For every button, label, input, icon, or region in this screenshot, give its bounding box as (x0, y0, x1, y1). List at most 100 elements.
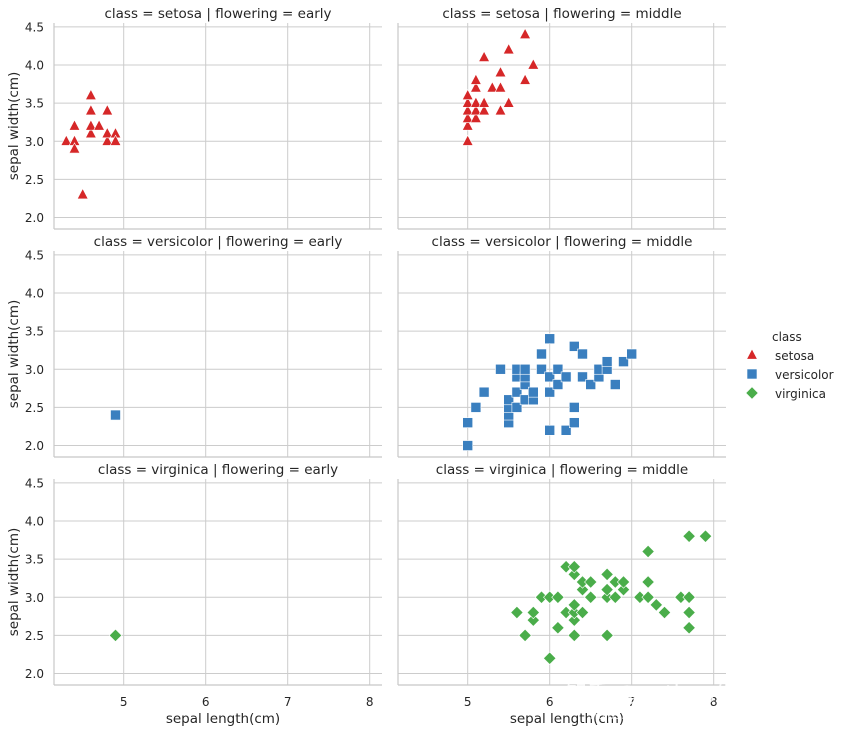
x-tick-label: 8 (366, 695, 374, 709)
virginica-point (641, 544, 655, 559)
virginica-point (682, 605, 696, 620)
y-axis-label: sepal width(cm) (6, 300, 22, 409)
legend-title: class (772, 330, 802, 344)
setosa-point (470, 96, 482, 108)
versicolor-point (495, 363, 506, 375)
x-axis-label: sepal length(cm) (510, 711, 624, 727)
versicolor-point (536, 363, 547, 375)
legend-marker-setosa (746, 348, 758, 360)
versicolor-point (618, 356, 629, 367)
panel-5: class = virginica | flowering = early 2.0… (25, 462, 382, 709)
setosa-point (478, 104, 490, 116)
versicolor-point (544, 424, 556, 436)
versicolor-point (585, 379, 597, 390)
setosa-point (101, 104, 114, 116)
setosa-point (85, 88, 97, 100)
x-tick-label: 7 (284, 695, 292, 709)
versicolor-point (462, 440, 474, 451)
setosa-point (85, 104, 97, 116)
panel-title: class = setosa | flowering = early (104, 6, 331, 22)
versicolor-point (552, 363, 564, 375)
virginica-point (657, 605, 672, 620)
setosa-point (494, 65, 507, 78)
virginica-point (682, 590, 696, 604)
y-tick-label: 2.5 (25, 401, 44, 415)
virginica-point (641, 575, 655, 589)
virginica-point (649, 598, 663, 612)
versicolor-point (478, 386, 490, 398)
x-tick-label: 6 (202, 695, 210, 709)
panel-title: class = virginica | flowering = early (98, 462, 338, 478)
setosa-point (470, 81, 482, 93)
versicolor-point (511, 402, 523, 413)
setosa-point (486, 81, 499, 93)
versicolor-point (601, 356, 613, 367)
setosa-point (85, 119, 97, 131)
setosa-point (494, 104, 507, 116)
versicolor-point (609, 379, 621, 390)
panel-4: class = versicolor | flowering = middle (397, 234, 726, 458)
y-tick-label: 2.0 (25, 439, 44, 453)
y-tick-label: 4.5 (25, 20, 44, 34)
y-tick-label: 3.5 (25, 325, 44, 339)
virginica-point (551, 590, 565, 604)
virginica-point (584, 575, 598, 589)
virginica-point (567, 598, 581, 612)
panel-title: class = versicolor | flowering = middle (432, 234, 693, 250)
setosa-point (461, 111, 474, 123)
panel-3: class = versicolor | flowering = early 2.… (25, 234, 382, 458)
setosa-point (461, 104, 474, 116)
panel-2: class = setosa | flowering = middle (397, 6, 726, 230)
virginica-point (600, 628, 614, 643)
y-tick-label: 2.5 (25, 173, 44, 187)
x-tick-label: 7 (628, 695, 636, 709)
virginica-point (698, 529, 713, 543)
versicolor-point (560, 371, 572, 383)
watermark: 知乎 @python生物人 https://blog.csdn.net/qq_2… (565, 682, 801, 722)
y-tick-label: 3.5 (25, 97, 44, 111)
y-tick-label: 4.5 (25, 476, 44, 490)
setosa-point (519, 27, 531, 39)
setosa-point (461, 96, 474, 108)
watermark-text: 知乎 @python生物人 (565, 682, 781, 707)
versicolor-point (577, 348, 588, 360)
versicolor-point (462, 417, 474, 428)
panel-title: class = versicolor | flowering = early (94, 234, 343, 250)
setosa-point (478, 50, 490, 62)
versicolor-point (568, 417, 580, 428)
setosa-point (85, 126, 97, 139)
setosa-point (60, 134, 73, 146)
y-tick-label: 4.0 (25, 286, 44, 300)
setosa-point (470, 73, 482, 85)
y-tick-label: 3.0 (25, 363, 44, 377)
virginica-point (641, 590, 655, 604)
setosa-point (519, 73, 531, 85)
virginica-point (518, 628, 532, 643)
legend-marker-virginica (745, 386, 759, 400)
panel-title: class = virginica | flowering = middle (436, 462, 688, 478)
setosa-point (101, 126, 114, 139)
y-tick-label: 3.5 (25, 553, 44, 567)
versicolor-point (577, 371, 588, 383)
y-tick-label: 4.5 (25, 248, 44, 262)
setosa-point (109, 134, 122, 146)
x-tick-label: 6 (546, 695, 554, 709)
y-tick-label: 4.0 (25, 514, 44, 528)
panel-6: class = virginica | flowering = middle 5 6… (397, 462, 726, 709)
setosa-point (502, 96, 515, 108)
y-tick-label: 2.0 (25, 211, 44, 225)
panels-layer: class = setosa | flowering = early 2.0 2.5… (25, 6, 726, 709)
y-axis-label: sepal width(cm) (6, 72, 22, 181)
y-tick-label: 4.0 (25, 58, 44, 72)
legend: class setosa versicolor virginica (745, 330, 834, 401)
versicolor-point (626, 348, 638, 360)
virginica-point (543, 651, 557, 665)
y-tick-label: 3.0 (25, 591, 44, 605)
panel-1: class = setosa | flowering = early 2.0 2.5… (25, 6, 382, 230)
virginica-point (584, 590, 598, 604)
versicolor-point (519, 363, 531, 375)
versicolor-point (568, 341, 580, 352)
panel-title: class = setosa | flowering = middle (442, 6, 681, 22)
setosa-point (93, 119, 105, 131)
y-tick-label: 3.0 (25, 135, 44, 149)
